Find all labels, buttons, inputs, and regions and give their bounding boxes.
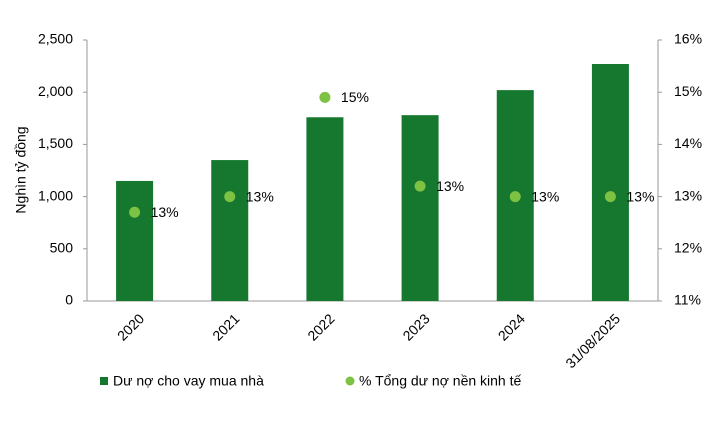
dot	[319, 91, 331, 103]
y-axis-title: Nghìn tỷ đồng	[13, 126, 29, 213]
bar	[116, 180, 154, 301]
data-label: 13%	[151, 204, 179, 220]
dot	[129, 206, 141, 218]
y-tick-label: 2,000	[38, 83, 73, 99]
y2-tick-label: 13%	[674, 187, 702, 203]
bar	[401, 115, 439, 301]
y-tick-label: 0	[65, 292, 73, 308]
x-tick-label: 2024	[495, 310, 528, 343]
y-tick-label: 1,500	[38, 135, 73, 151]
y2-tick-label: 15%	[674, 83, 702, 99]
x-tick-label: 2022	[304, 310, 337, 343]
dot	[414, 180, 426, 192]
x-tick-label: 31/08/2025	[562, 310, 623, 371]
legend-swatch	[100, 377, 108, 385]
y-tick-label: 2,500	[38, 31, 73, 47]
dot	[604, 191, 616, 203]
dot	[509, 191, 521, 203]
y-tick-label: 500	[50, 240, 74, 256]
y2-tick-label: 14%	[674, 135, 702, 151]
y2-tick-label: 16%	[674, 31, 702, 47]
bar	[591, 64, 629, 302]
data-label: 13%	[246, 188, 274, 204]
bar	[211, 160, 249, 301]
x-tick-label: 2020	[114, 310, 147, 343]
y-tick-label: 1,000	[38, 187, 73, 203]
x-tick-label: 2023	[399, 310, 432, 343]
y2-tick-label: 12%	[674, 240, 702, 256]
legend-label: % Tổng dư nợ nền kinh tế	[359, 373, 521, 389]
x-tick-label: 2021	[209, 310, 242, 343]
data-label: 13%	[626, 188, 654, 204]
legend-label: Dư nợ cho vay mua nhà	[113, 373, 264, 389]
data-label: 15%	[341, 89, 369, 105]
legend-swatch	[345, 376, 355, 386]
y2-tick-label: 11%	[674, 292, 701, 308]
dot	[224, 191, 236, 203]
data-label: 13%	[531, 188, 559, 204]
data-label: 13%	[436, 178, 464, 194]
bar	[306, 117, 344, 301]
